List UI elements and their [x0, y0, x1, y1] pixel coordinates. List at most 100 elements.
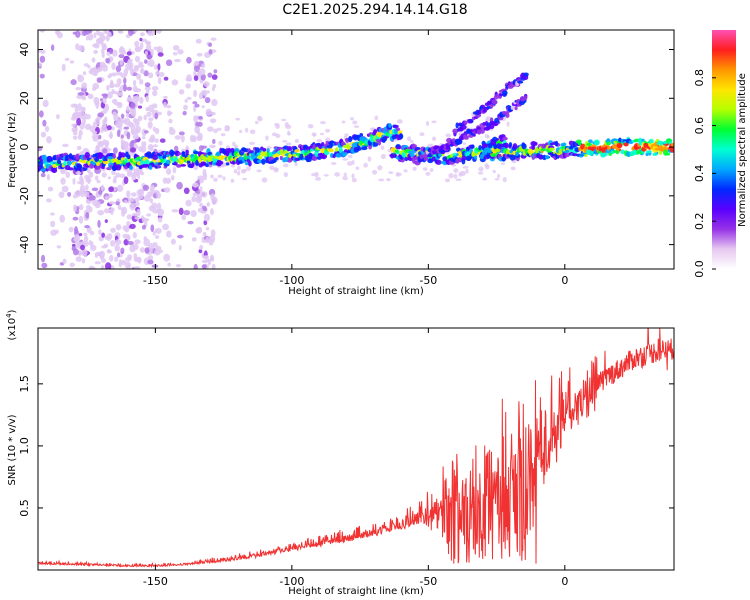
page-title: C2E1.2025.294.14.14.G18: [282, 2, 468, 18]
spectrogram-noise-blob: [280, 118, 287, 122]
spectrogram-noise-blob: [145, 95, 150, 103]
spectrogram-ridge-blob: [399, 133, 404, 140]
spectrogram-ridge-blob: [338, 147, 343, 154]
spectrogram-noise-blob: [165, 59, 173, 67]
spectrogram-noise-blob: [429, 168, 434, 173]
x-tick-label: -50: [419, 575, 437, 588]
spectrogram-noise-blob: [110, 207, 114, 216]
spectrogram-noise-blob: [119, 253, 123, 258]
spectrogram-noise-blob: [55, 30, 61, 36]
spectrogram-noise-blob: [425, 171, 431, 176]
spectrogram-noise-blob: [249, 129, 256, 135]
spectrogram-noise-blob: [127, 121, 134, 128]
spectrogram-noise-blob: [93, 49, 98, 55]
spectrogram-noise-blob: [380, 145, 385, 150]
spectrogram-ridge-blob: [527, 148, 534, 154]
spectrogram-ridge-blob: [414, 147, 418, 152]
spectrogram-noise-blob: [256, 169, 262, 173]
spectrogram-noise-blob: [129, 141, 134, 149]
spectrogram-ridge-blob: [261, 158, 266, 165]
spectrogram-noise-blob: [412, 166, 417, 171]
spectrogram-ridge-blob: [40, 168, 47, 172]
spectrogram-noise-blob: [208, 42, 212, 47]
spectrogram-ridge-blob: [414, 156, 419, 161]
spectrogram-ridge-blob: [494, 117, 500, 124]
spectrogram-noise-blob: [192, 192, 198, 197]
spectrogram-noise-blob: [465, 168, 469, 174]
spectrogram-noise-blob: [147, 30, 154, 37]
spectrogram-noise-blob: [101, 232, 106, 238]
spectrogram-noise-blob: [117, 252, 121, 258]
spectrogram-ridge-blob: [94, 157, 100, 163]
spectrogram-noise-blob: [144, 59, 148, 64]
spectrogram-noise-blob: [274, 122, 280, 127]
spectrogram-noise-blob: [84, 224, 90, 229]
spectrogram-ridge-blob: [388, 123, 392, 128]
spectrogram-noise-blob: [202, 231, 207, 237]
spectrogram-ridge-blob: [502, 90, 508, 96]
spectrogram-ridge-blob: [626, 151, 632, 158]
spectrogram-noise-blob: [500, 162, 506, 165]
spectrogram-noise-blob: [198, 145, 204, 152]
spectrogram-ridge-blob: [423, 154, 428, 162]
spectrogram-noise-blob: [126, 105, 130, 112]
spectrogram-noise-blob: [97, 219, 101, 228]
spectrogram-noise-blob: [83, 232, 88, 237]
spectrogram-noise-blob: [170, 238, 176, 245]
spectrogram-noise-blob: [156, 202, 162, 211]
colorbar-tick-label: 0.8: [693, 69, 706, 87]
spectrogram-noise-blob: [183, 104, 188, 111]
spectrogram-noise-blob: [39, 73, 45, 79]
spectrogram-ridge-blob: [413, 144, 417, 149]
spectrogram-noise-blob: [497, 173, 501, 179]
spectrogram-noise-blob: [177, 49, 184, 55]
spectrogram-noise-blob: [86, 176, 91, 185]
spectrogram-noise-blob: [403, 169, 408, 173]
spectrogram-noise-blob: [104, 262, 112, 269]
spectrogram-noise-blob: [201, 105, 205, 109]
spectrogram-noise-blob: [386, 178, 391, 182]
spectrogram-noise-blob: [90, 67, 97, 72]
spectrogram-noise-blob: [132, 135, 140, 140]
spectrogram-noise-blob: [211, 86, 215, 92]
spectrogram-noise-blob: [134, 239, 141, 245]
spectrogram-noise-blob: [285, 124, 292, 130]
spectrogram-noise-blob: [116, 184, 124, 192]
spectrogram-ridge-blob: [501, 156, 506, 162]
spectrogram-noise-blob: [265, 135, 269, 141]
spectrogram-noise-blob: [282, 163, 289, 168]
spectrogram-noise-blob: [107, 91, 113, 99]
spectrogram-noise-blob: [108, 186, 114, 193]
spectrogram-noise-blob: [192, 182, 199, 188]
spectrogram-noise-blob: [431, 120, 437, 124]
snr-exponent: (x104): [5, 309, 18, 340]
spectrogram-noise-blob: [193, 89, 198, 98]
spectrogram-noise-blob: [146, 43, 152, 51]
spectrogram-noise-blob: [220, 133, 226, 137]
colorbar-tick-label: 0.6: [693, 117, 706, 135]
spectrogram-noise-blob: [154, 112, 159, 120]
spectrogram-noise-blob: [134, 40, 140, 48]
spectrogram-noise-blob: [431, 136, 437, 141]
spectrogram-noise-blob: [127, 240, 134, 246]
spectrogram-ridge-blob: [491, 99, 498, 105]
snr-series-line: [38, 328, 674, 569]
spectrogram-ridge-blob: [670, 142, 674, 148]
spectrogram-noise-blob: [151, 202, 158, 210]
spectrogram-noise-blob: [89, 195, 96, 201]
spectrogram-ridge-blob: [266, 148, 270, 154]
spectrogram-ridge-blob: [181, 151, 186, 158]
spectrogram-noise-blob: [159, 138, 166, 143]
spectrogram-noise-blob: [130, 102, 136, 109]
spectrogram-noise-blob: [114, 244, 121, 252]
spectrogram-noise-blob: [396, 172, 402, 177]
spectrogram-ridge-blob: [669, 146, 674, 153]
spectrogram-ridge-blob: [502, 136, 508, 141]
spectrogram-ridge-blob: [458, 156, 463, 163]
spectrogram-noise-blob: [150, 51, 154, 56]
spectrogram-ridge-blob: [593, 139, 600, 146]
spectrogram-noise-blob: [272, 167, 279, 171]
spectrogram-noise-blob: [114, 256, 119, 263]
spectrogram-ridge-blob: [571, 152, 578, 157]
spectrogram-ridge-blob: [515, 151, 520, 156]
